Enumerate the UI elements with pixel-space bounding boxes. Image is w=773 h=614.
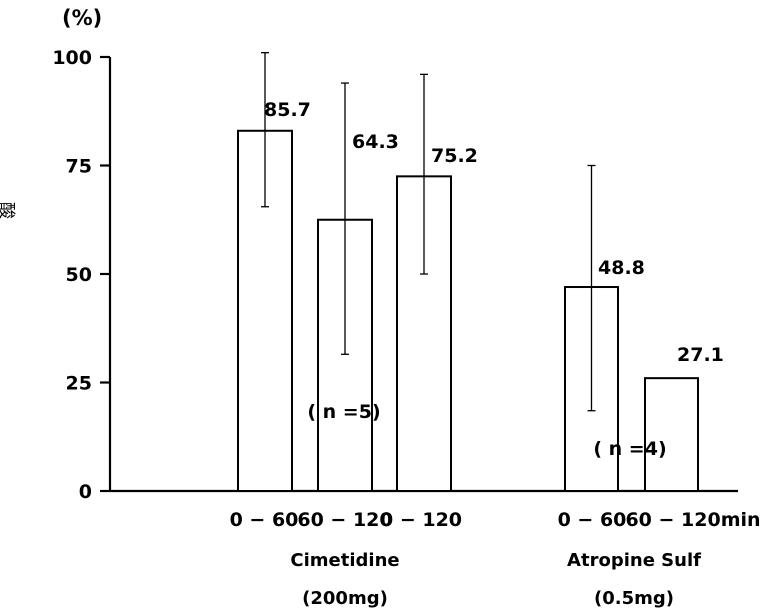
group-name-label: Cimetidine <box>290 550 399 571</box>
bars-layer <box>237 52 699 492</box>
bar <box>644 377 699 492</box>
value-label: 48.8 <box>598 257 645 279</box>
n-label: ( n =4) <box>593 438 666 460</box>
y-ticks: 0 25 50 75 100 <box>52 47 110 503</box>
y-unit-label: (%) <box>62 6 102 30</box>
value-label: 75.2 <box>431 145 478 167</box>
x-category-label: 60 − 120min <box>625 509 760 531</box>
x-category-label: 0 − 120 <box>380 509 462 531</box>
x-category-label: 0 − 60 <box>230 509 299 531</box>
group-name-label: Atropine Sulf <box>567 550 701 571</box>
value-label: 64.3 <box>352 131 399 153</box>
y-tick-label: 75 <box>66 156 92 178</box>
group-dose-label: (0.5mg) <box>594 588 674 609</box>
y-tick-label: 0 <box>79 481 92 503</box>
n-label: ( n =5) <box>307 401 380 423</box>
x-category-label: 60 − 120 <box>297 509 392 531</box>
y-tick-label: 25 <box>66 373 92 395</box>
group-dose-label: (200mg) <box>302 588 388 609</box>
y-tick-label: 100 <box>52 47 92 69</box>
y-axis-label: 酸分泌阻害率% <box>0 198 16 219</box>
value-label: 85.7 <box>264 99 311 121</box>
value-label: 27.1 <box>677 344 724 366</box>
y-tick-label: 50 <box>66 264 92 286</box>
x-category-label: 0 − 60 <box>558 509 627 531</box>
labels-layer: 85.7 0 − 60 64.3 60 − 120 75.2 0 − 120 ( n =5)… <box>230 99 761 609</box>
y-axis-label-text: 酸分泌阻害率% <box>0 198 16 219</box>
